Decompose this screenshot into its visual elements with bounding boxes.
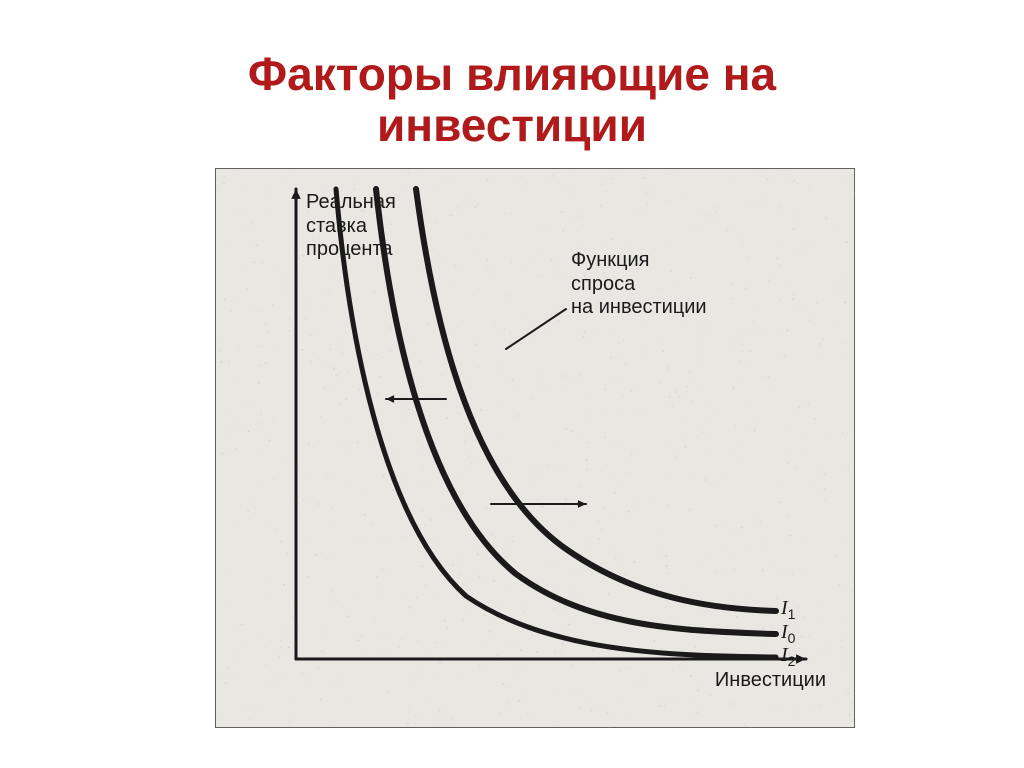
slide: Факторы влияющие на инвестиции Реальная … (0, 0, 1024, 768)
curve-I2 (336, 189, 776, 657)
x-axis-label: Инвестиции (666, 669, 826, 692)
curve-annotation: Функция спроса на инвестиции (571, 249, 707, 320)
curve-label-I0: I0 (781, 621, 795, 646)
curve-label-I2: I2 (781, 644, 795, 669)
curve-label-I1: I1 (781, 597, 795, 622)
slide-title: Факторы влияющие на инвестиции (0, 49, 1024, 152)
investment-demand-chart: Реальная ставка процента Инвестиции Функ… (215, 168, 855, 728)
y-axis-label: Реальная ставка процента (306, 191, 396, 262)
